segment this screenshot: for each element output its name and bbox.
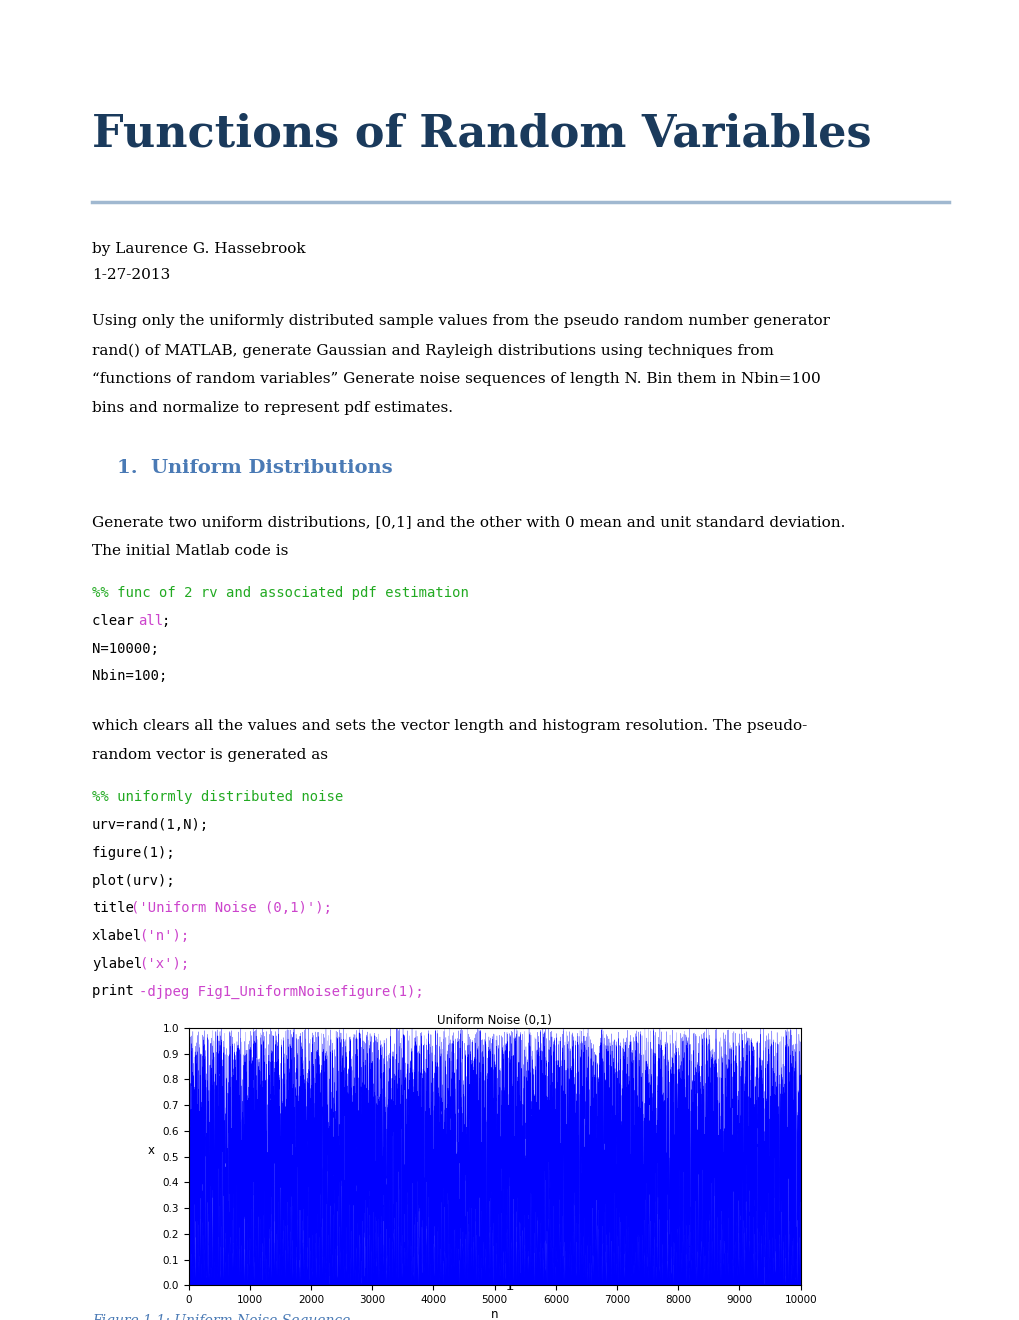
Text: %% func of 2 rv and associated pdf estimation: %% func of 2 rv and associated pdf estim… (92, 586, 468, 601)
Text: 1.  Uniform Distributions: 1. Uniform Distributions (117, 459, 392, 478)
Text: %% uniformly distributed noise: %% uniformly distributed noise (92, 791, 342, 804)
Title: Uniform Noise (0,1): Uniform Noise (0,1) (437, 1014, 551, 1027)
Text: Generate two uniform distributions, [0,1] and the other with 0 mean and unit sta: Generate two uniform distributions, [0,1… (92, 515, 845, 529)
Text: random vector is generated as: random vector is generated as (92, 748, 327, 762)
Text: plot(urv);: plot(urv); (92, 874, 175, 887)
Y-axis label: x: x (148, 1143, 155, 1156)
Text: ('Uniform Noise (0,1)');: ('Uniform Noise (0,1)'); (130, 902, 331, 915)
Text: Nbin=100;: Nbin=100; (92, 669, 167, 684)
Text: ylabel: ylabel (92, 957, 142, 970)
Text: which clears all the values and sets the vector length and histogram resolution.: which clears all the values and sets the… (92, 719, 806, 733)
Text: N=10000;: N=10000; (92, 642, 159, 656)
Text: 1-27-2013: 1-27-2013 (92, 268, 170, 282)
Text: figure(1);: figure(1); (92, 846, 175, 859)
Text: 1: 1 (504, 1276, 515, 1294)
X-axis label: n: n (490, 1308, 498, 1320)
Text: title: title (92, 902, 133, 915)
Text: urv=rand(1,N);: urv=rand(1,N); (92, 818, 209, 832)
Text: -djpeg Fig1_UniformNoisefigure(1);: -djpeg Fig1_UniformNoisefigure(1); (139, 985, 423, 999)
Text: ('x');: ('x'); (139, 957, 189, 970)
Text: ('n');: ('n'); (139, 929, 189, 942)
Text: xlabel: xlabel (92, 929, 142, 942)
Text: print: print (92, 985, 142, 998)
Text: Using only the uniformly distributed sample values from the pseudo random number: Using only the uniformly distributed sam… (92, 314, 829, 329)
Text: Figure 1.1: Uniform Noise Sequence.: Figure 1.1: Uniform Noise Sequence. (92, 1315, 355, 1320)
Text: The initial Matlab code is: The initial Matlab code is (92, 544, 288, 558)
Text: bins and normalize to represent pdf estimates.: bins and normalize to represent pdf esti… (92, 401, 452, 416)
Text: rand() of MATLAB, generate Gaussian and Rayleigh distributions using techniques : rand() of MATLAB, generate Gaussian and … (92, 343, 773, 358)
Text: all: all (139, 614, 163, 628)
Text: ;: ; (162, 614, 170, 628)
Text: Functions of Random Variables: Functions of Random Variables (92, 112, 870, 156)
Text: by Laurence G. Hassebrook: by Laurence G. Hassebrook (92, 242, 305, 256)
Text: “functions of random variables” Generate noise sequences of length N. Bin them i: “functions of random variables” Generate… (92, 372, 819, 387)
Text: clear: clear (92, 614, 142, 628)
